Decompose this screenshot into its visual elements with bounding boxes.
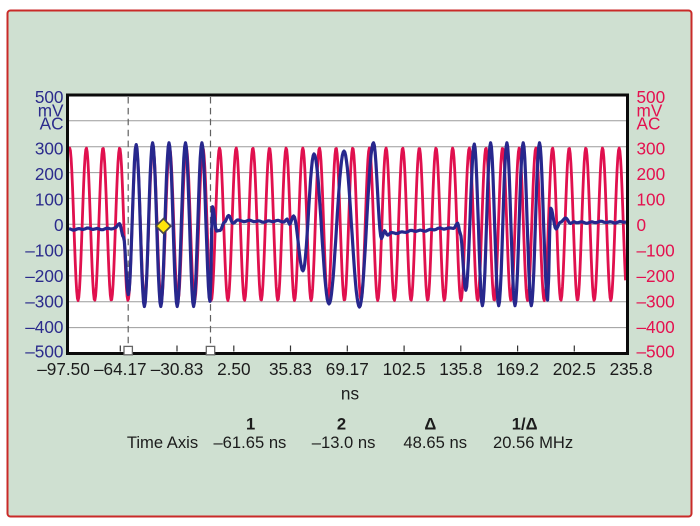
svg-text:–200: –200 [25, 266, 63, 286]
svg-text:100: 100 [637, 189, 666, 209]
svg-text:–300: –300 [25, 292, 63, 312]
svg-text:0: 0 [637, 215, 647, 235]
svg-text:169.2: 169.2 [496, 359, 539, 379]
svg-text:20.56 MHz: 20.56 MHz [493, 433, 573, 452]
svg-text:102.5: 102.5 [383, 359, 426, 379]
svg-text:–400: –400 [637, 317, 675, 337]
svg-text:2.50: 2.50 [217, 359, 250, 379]
svg-text:48.65 ns: 48.65 ns [403, 433, 467, 452]
svg-text:–100: –100 [25, 241, 63, 261]
svg-text:–30.83: –30.83 [151, 359, 204, 379]
svg-text:–300: –300 [637, 292, 675, 312]
svg-text:0: 0 [54, 215, 64, 235]
svg-text:–500: –500 [25, 341, 63, 361]
svg-text:1/Δ: 1/Δ [512, 415, 538, 434]
svg-text:mV: mV [38, 100, 64, 120]
svg-text:69.17: 69.17 [326, 359, 369, 379]
svg-text:–400: –400 [25, 317, 63, 337]
svg-text:135.8: 135.8 [439, 359, 482, 379]
svg-text:500: 500 [637, 87, 666, 107]
svg-text:300: 300 [637, 138, 666, 158]
svg-text:202.5: 202.5 [553, 359, 596, 379]
svg-text:Time Axis: Time Axis [127, 433, 198, 452]
svg-text:–100: –100 [637, 241, 675, 261]
svg-text:100: 100 [35, 189, 64, 209]
svg-text:35.83: 35.83 [269, 359, 312, 379]
svg-text:2: 2 [337, 415, 346, 434]
svg-text:235.8: 235.8 [610, 359, 653, 379]
svg-text:AC: AC [40, 114, 64, 134]
svg-text:AC: AC [637, 114, 661, 134]
svg-text:mV: mV [637, 100, 663, 120]
svg-text:–13.0 ns: –13.0 ns [312, 433, 376, 452]
svg-text:500: 500 [35, 87, 64, 107]
svg-text:200: 200 [35, 164, 64, 184]
svg-text:–64.17: –64.17 [94, 359, 147, 379]
svg-text:–97.50: –97.50 [37, 359, 90, 379]
svg-text:–61.65 ns: –61.65 ns [213, 433, 286, 452]
svg-text:300: 300 [35, 138, 64, 158]
svg-text:Δ: Δ [424, 415, 436, 434]
svg-text:–200: –200 [637, 266, 675, 286]
svg-text:200: 200 [637, 164, 666, 184]
svg-text:ns: ns [341, 384, 359, 404]
svg-text:–500: –500 [637, 341, 675, 361]
svg-text:1: 1 [246, 415, 255, 434]
